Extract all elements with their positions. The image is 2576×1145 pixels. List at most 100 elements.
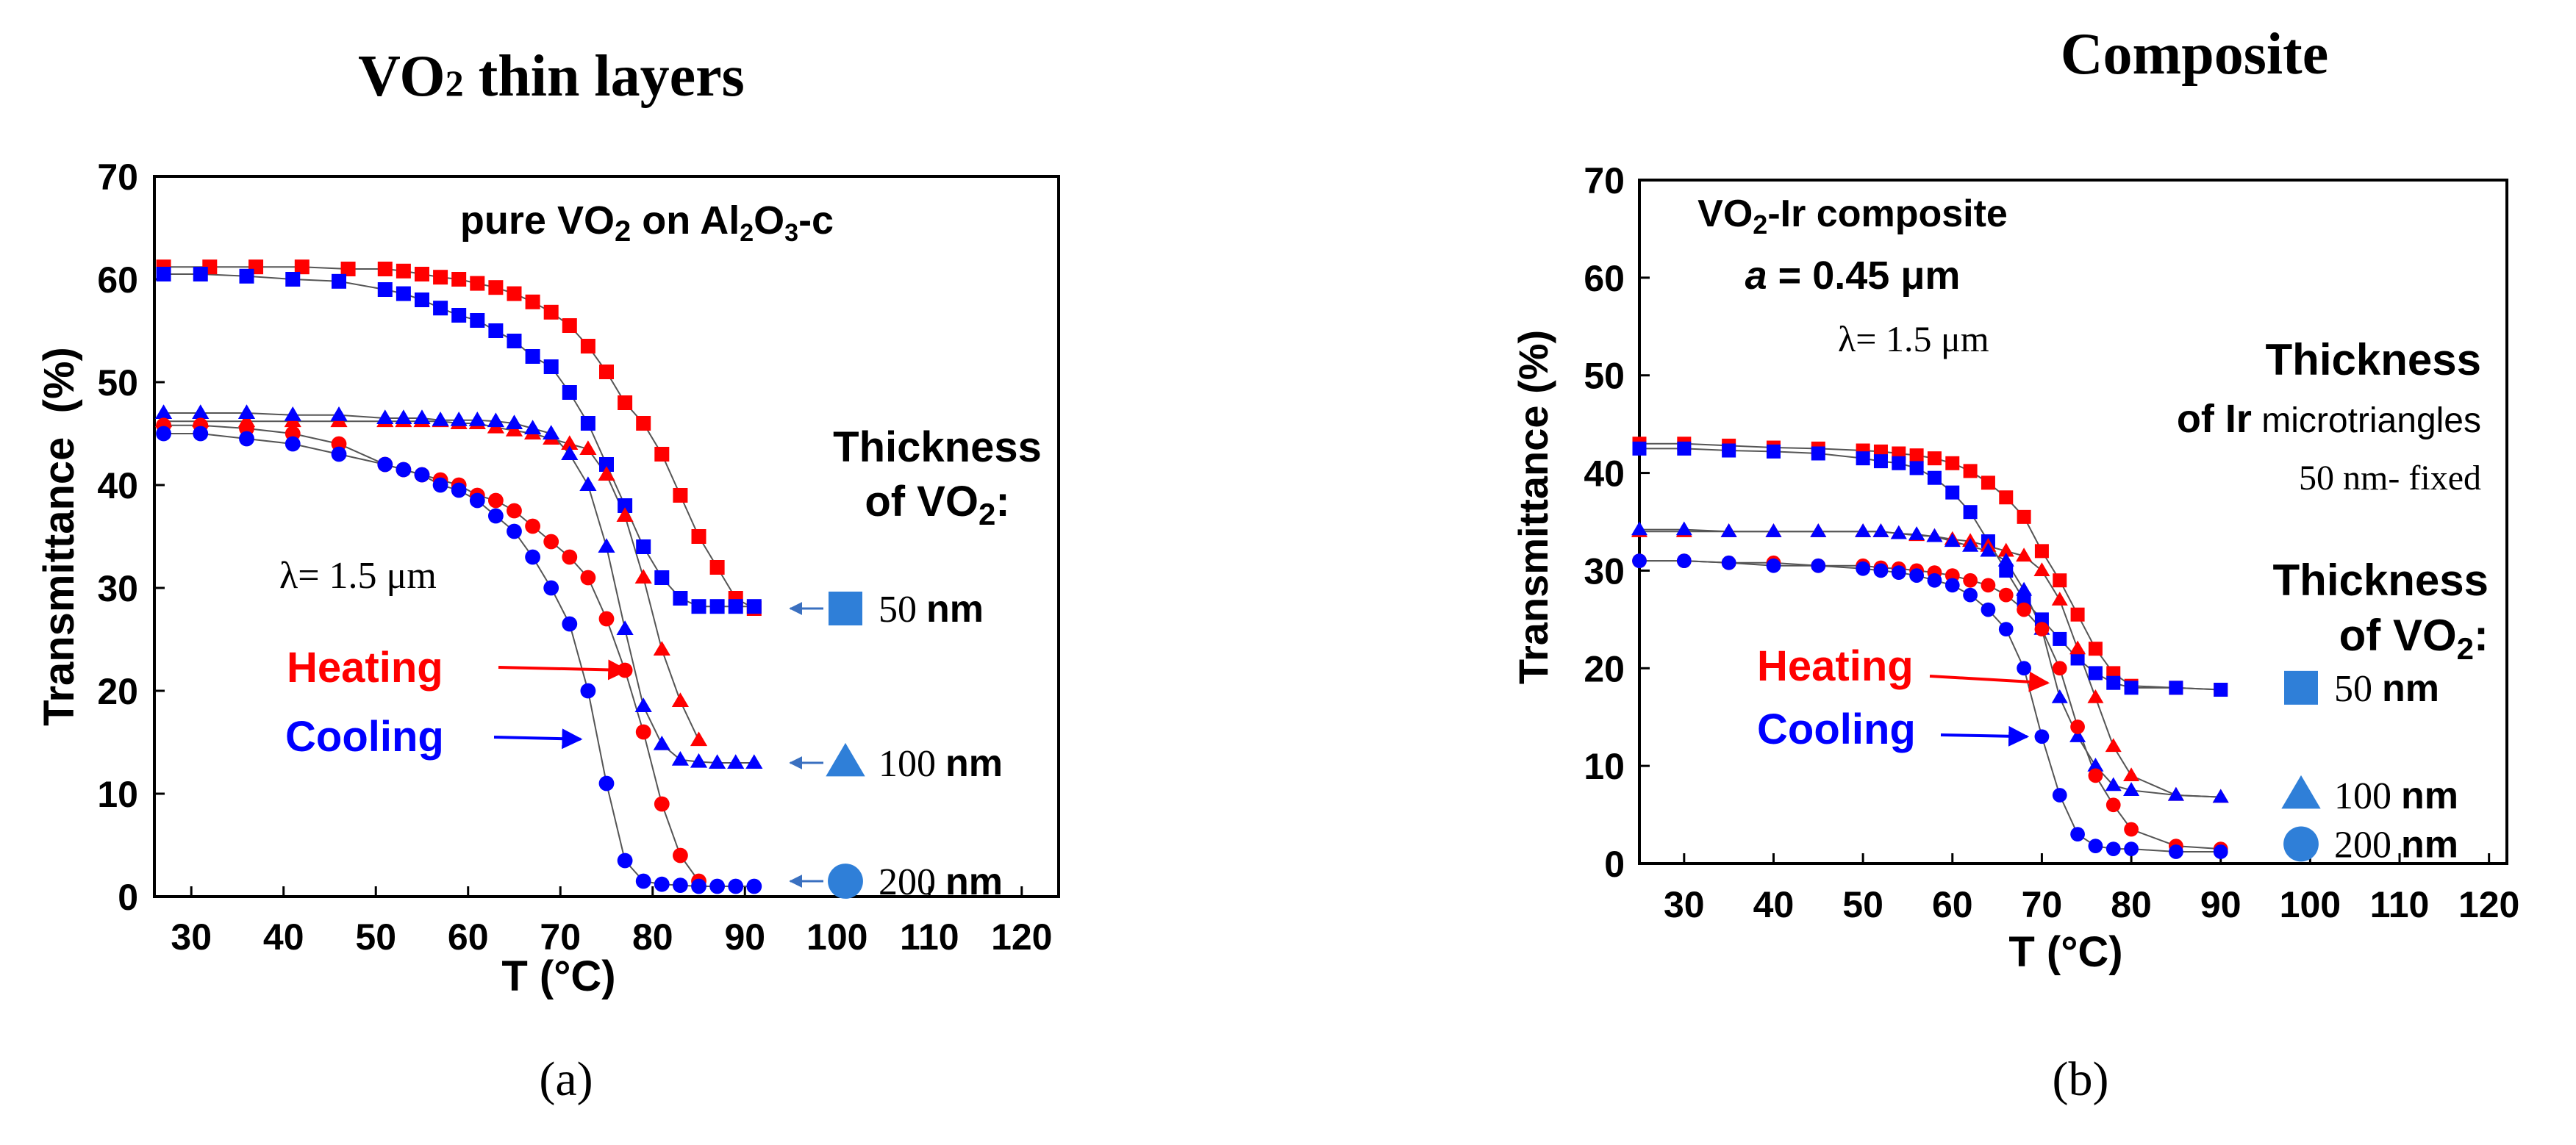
x-tick-label: 50 — [355, 916, 396, 958]
data-point — [1963, 505, 1978, 520]
legend-label: 50 nm — [879, 588, 984, 631]
panel-a-y-axis-label: Transmittance (%) — [35, 347, 83, 726]
panel-a-annotation: pure VO2 on Al2O3-c — [460, 198, 834, 248]
data-point — [599, 365, 614, 379]
data-point — [580, 339, 595, 353]
legend-label: 50 nm — [2334, 667, 2439, 710]
y-tick-label: 40 — [1584, 453, 1625, 495]
panel-b-legend: 50 nm 100 nm 200 nm — [2281, 667, 2458, 866]
legend-label: 100 nm — [879, 742, 1003, 785]
panel-b-x-axis: 30 40 50 60 70 80 90 100 110 120 — [1664, 853, 2519, 925]
legend-label: 100 nm — [2334, 775, 2458, 817]
data-point — [507, 503, 522, 519]
data-point — [598, 466, 615, 481]
x-tick-label: 60 — [1932, 884, 1973, 925]
data-point — [487, 412, 504, 428]
data-point — [2124, 841, 2139, 856]
data-point — [673, 877, 688, 893]
data-point — [2052, 788, 2067, 803]
data-point — [654, 796, 670, 812]
x-tick-label: 90 — [724, 916, 765, 958]
panel-a-legend: 50 nm 100 nm 200 nm — [789, 588, 1003, 903]
data-point — [745, 754, 763, 769]
data-point — [2167, 786, 2184, 801]
data-point — [377, 262, 393, 276]
panel-b-x-axis-label: T (°C) — [2008, 928, 2122, 976]
panel-a-x-axis-label: T (°C) — [501, 952, 615, 1000]
data-point — [154, 404, 173, 419]
data-point — [1997, 542, 2014, 557]
data-point — [654, 570, 670, 585]
data-point — [432, 412, 449, 426]
data-point — [618, 395, 633, 410]
data-point — [2016, 548, 2033, 562]
data-point — [470, 276, 485, 291]
data-point — [330, 406, 348, 421]
data-point — [432, 477, 448, 493]
data-point — [507, 523, 522, 539]
panel-b-y-axis-label: Transmittance (%) — [1510, 330, 1556, 684]
data-point — [451, 272, 467, 287]
data-point — [2124, 822, 2139, 837]
panel-a-thickness-title-2: of VO2: — [865, 478, 1009, 531]
panel-a-heating-label: Heating — [287, 644, 443, 692]
data-point — [2169, 681, 2183, 695]
x-tick-label: 70 — [540, 916, 581, 958]
data-point — [1962, 538, 1979, 552]
y-tick-label: 0 — [118, 877, 138, 918]
data-point — [543, 425, 560, 439]
data-point — [285, 272, 301, 287]
data-point — [1963, 464, 1978, 478]
y-tick-label: 70 — [97, 157, 138, 198]
data-point — [2088, 839, 2103, 853]
data-point — [294, 259, 310, 275]
panel-b: Composite 0 10 20 30 40 50 60 70 30 40 50 60 70 80 90… — [1510, 22, 2519, 1106]
data-point — [1981, 475, 1995, 490]
y-tick-label: 50 — [1584, 356, 1625, 397]
panel-b-ir-thickness-line2: of Ir microtriangles — [2177, 397, 2481, 441]
data-point — [654, 447, 670, 462]
data-point — [1675, 521, 1692, 536]
data-point — [2087, 757, 2104, 772]
x-tick-label: 100 — [806, 916, 867, 958]
data-point — [2069, 640, 2086, 655]
data-point — [616, 620, 634, 635]
panel-b-thickness-title-1: Thickness — [2273, 556, 2489, 605]
data-point — [1721, 555, 1736, 570]
data-point — [332, 273, 347, 289]
panel-b-annotation: VO2-Ir composite — [1697, 193, 2008, 240]
panel-b-heating-label: Heating — [1757, 642, 1914, 690]
legend-marker-circle — [2283, 826, 2319, 862]
data-point — [396, 263, 411, 279]
data-point — [671, 692, 690, 707]
data-point — [1631, 521, 1648, 536]
y-tick-label: 0 — [1604, 844, 1625, 885]
data-point — [505, 414, 523, 429]
data-point — [192, 404, 210, 419]
data-point — [1998, 587, 2014, 603]
data-point — [709, 599, 725, 614]
data-point — [1873, 563, 1889, 578]
data-point — [1998, 622, 2014, 637]
data-point — [284, 406, 301, 421]
data-point — [2087, 689, 2104, 703]
data-point — [1981, 578, 1996, 593]
data-point — [1981, 602, 1996, 617]
data-point — [2088, 666, 2103, 681]
panel-b-title: Composite — [2061, 22, 2328, 87]
data-point — [2034, 544, 2049, 559]
panel-a-cooling-arrow — [493, 728, 583, 750]
panel-b-period-label: a = 0.45 μm — [1745, 254, 1961, 298]
data-point — [1765, 523, 1782, 537]
x-tick-label: 80 — [632, 916, 673, 958]
data-point — [395, 409, 412, 424]
data-point — [580, 683, 596, 699]
data-point — [562, 385, 577, 400]
data-point — [2214, 683, 2228, 697]
data-point — [2070, 827, 2085, 842]
data-point — [488, 323, 504, 338]
data-point — [2088, 768, 2103, 783]
data-point — [2069, 728, 2086, 742]
data-point — [396, 286, 411, 301]
